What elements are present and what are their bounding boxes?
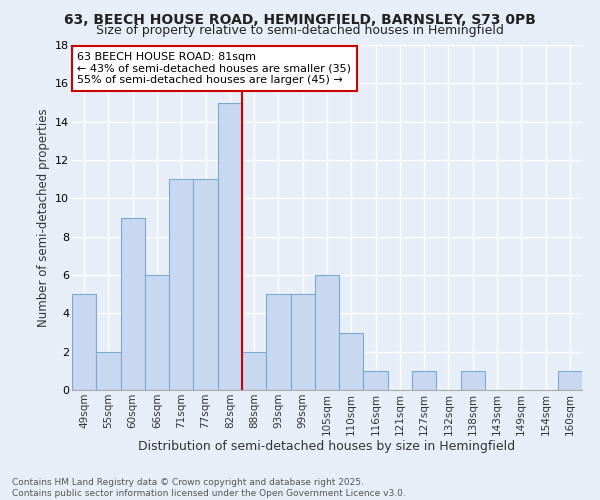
Bar: [339, 332, 364, 390]
Bar: [290, 294, 315, 390]
X-axis label: Distribution of semi-detached houses by size in Hemingfield: Distribution of semi-detached houses by …: [139, 440, 515, 454]
Bar: [193, 179, 218, 390]
Bar: [242, 352, 266, 390]
Y-axis label: Number of semi-detached properties: Number of semi-detached properties: [37, 108, 50, 327]
Text: Contains HM Land Registry data © Crown copyright and database right 2025.
Contai: Contains HM Land Registry data © Crown c…: [12, 478, 406, 498]
Bar: [169, 179, 193, 390]
Bar: [412, 371, 436, 390]
Bar: [315, 275, 339, 390]
Bar: [364, 371, 388, 390]
Text: Size of property relative to semi-detached houses in Hemingfield: Size of property relative to semi-detach…: [96, 24, 504, 37]
Bar: [145, 275, 169, 390]
Bar: [461, 371, 485, 390]
Bar: [72, 294, 96, 390]
Bar: [121, 218, 145, 390]
Text: 63 BEECH HOUSE ROAD: 81sqm
← 43% of semi-detached houses are smaller (35)
55% of: 63 BEECH HOUSE ROAD: 81sqm ← 43% of semi…: [77, 52, 351, 85]
Bar: [558, 371, 582, 390]
Bar: [218, 102, 242, 390]
Bar: [96, 352, 121, 390]
Bar: [266, 294, 290, 390]
Text: 63, BEECH HOUSE ROAD, HEMINGFIELD, BARNSLEY, S73 0PB: 63, BEECH HOUSE ROAD, HEMINGFIELD, BARNS…: [64, 12, 536, 26]
